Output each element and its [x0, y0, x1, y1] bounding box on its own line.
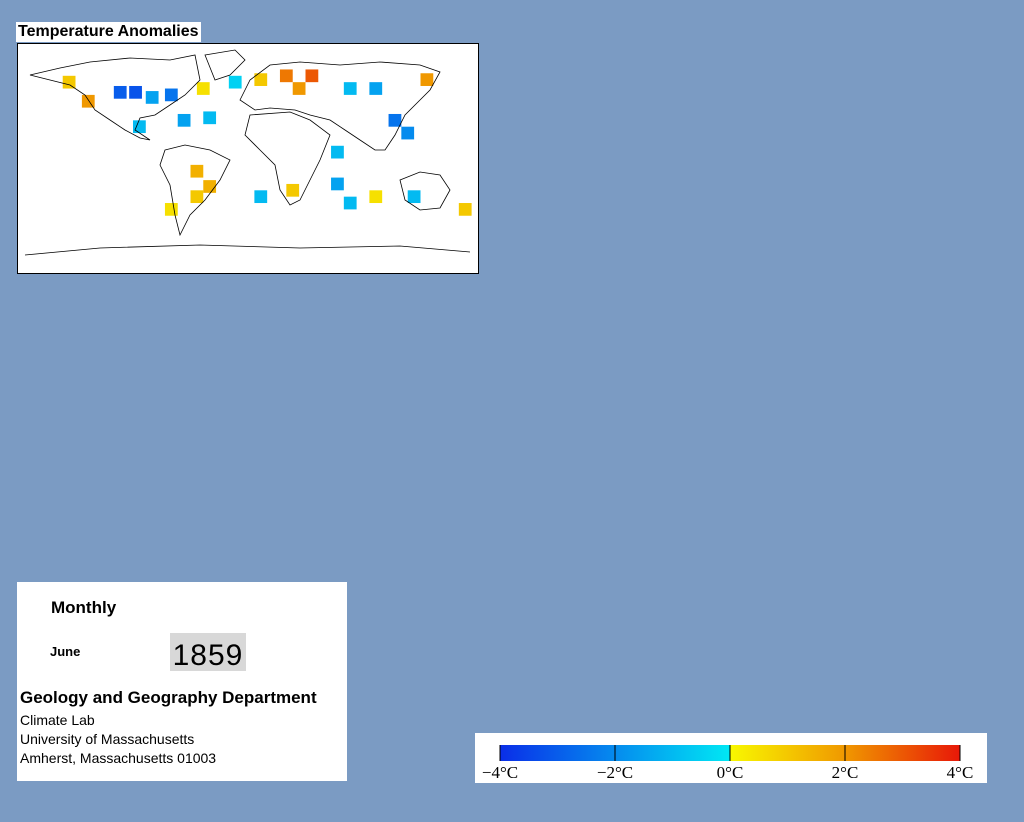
anomaly-cell [164, 88, 178, 102]
africa [244, 111, 331, 206]
address: Amherst, Massachusetts 01003 [20, 750, 217, 766]
anomaly-cell [113, 85, 127, 99]
university: University of Massachusetts [20, 731, 195, 747]
north-america [29, 54, 201, 141]
map-title: Temperature Anomalies [16, 22, 201, 42]
anomaly-cell [129, 85, 142, 99]
anomaly-cell [343, 196, 357, 210]
anomaly-cell [331, 177, 344, 191]
year: 1859 [170, 633, 246, 672]
anomaly-cell [81, 94, 95, 108]
anomaly-cell [254, 73, 268, 86]
colorbar-tick-label: −2°C [597, 763, 633, 782]
anomaly-cell [401, 126, 415, 140]
anomaly-cell [145, 91, 159, 104]
anomaly-cell [331, 145, 344, 159]
month: June [50, 644, 81, 659]
south-america [159, 144, 231, 237]
anomaly-cell [190, 164, 204, 178]
eurasia [239, 61, 441, 151]
anomaly-cell [388, 113, 402, 127]
anomaly-cell [369, 82, 383, 95]
anomaly-cell [407, 190, 421, 204]
anomaly-cell [292, 82, 306, 95]
anomaly-cell [458, 203, 472, 216]
anomaly-cell [203, 111, 217, 125]
antarctica [24, 244, 471, 256]
anomaly-cell [228, 75, 242, 89]
anomaly-cell [286, 183, 300, 197]
colorbar-tick-label: 4°C [947, 763, 974, 782]
colorbar-tick-label: −4°C [482, 763, 518, 782]
anomaly-cell [254, 190, 268, 204]
lab: Climate Lab [20, 712, 95, 728]
anomaly-cell [369, 190, 383, 204]
anomaly-cell [62, 75, 76, 89]
australia [399, 171, 451, 211]
anomaly-cell [343, 82, 357, 95]
greenland [204, 49, 246, 81]
anomaly-cell [133, 120, 146, 134]
colorbar-tick-label: 2°C [832, 763, 859, 782]
anomaly-cell [196, 82, 210, 95]
anomaly-layer [62, 69, 472, 216]
anomaly-cell [279, 69, 293, 83]
coastlines [24, 49, 471, 256]
colorbar: −4°C −2°C 0°C 2°C 4°C [475, 733, 987, 783]
anomaly-cell [305, 69, 319, 83]
anomaly-cell [190, 190, 204, 204]
anomaly-cell [164, 203, 178, 216]
anomaly-cell [203, 180, 217, 193]
department: Geology and Geography Department [20, 688, 317, 707]
colorbar-tick-label: 0°C [717, 763, 744, 782]
anomaly-cell [177, 113, 191, 127]
anomaly-cell [420, 73, 434, 86]
info-panel: Monthly June 1859 Geology and Geography … [17, 582, 347, 781]
period: Monthly [51, 598, 117, 617]
map [17, 43, 479, 274]
